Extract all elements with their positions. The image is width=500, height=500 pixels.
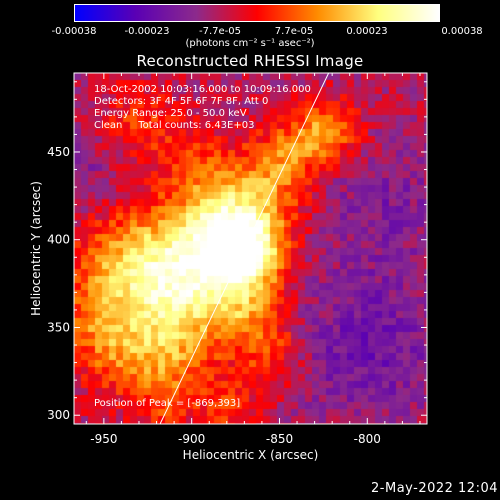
x-tick-label: -800 bbox=[354, 432, 381, 446]
info-clean-counts: Clean Total counts: 6.43E+03 bbox=[94, 120, 255, 131]
plot-area bbox=[74, 73, 427, 424]
x-axis-label: Heliocentric X (arcsec) bbox=[183, 448, 319, 462]
chart-title: Reconstructed RHESSI Image bbox=[136, 52, 364, 70]
colorbar-gradient bbox=[75, 5, 439, 21]
solar-limb-line bbox=[159, 72, 330, 425]
y-tick-label: 400 bbox=[47, 233, 70, 247]
colorbar-tick-label: -0.00023 bbox=[124, 26, 170, 37]
colorbar-tick-label: 7.7e-05 bbox=[274, 26, 314, 37]
colorbar-tick-label: -0.00038 bbox=[51, 26, 97, 37]
colorbar-tick-label: -7.7e-05 bbox=[199, 26, 241, 37]
x-tick-label: -950 bbox=[90, 432, 117, 446]
y-axis-label: Heliocentric Y (arcsec) bbox=[29, 181, 43, 316]
info-energy-range: Energy Range: 25.0 - 50.0 keV bbox=[94, 108, 247, 119]
heatmap-image bbox=[74, 73, 427, 424]
x-tick-label: -850 bbox=[266, 432, 293, 446]
y-tick-label: 450 bbox=[47, 145, 70, 159]
peak-position-label: Position of Peak = [-869,393] bbox=[94, 398, 241, 409]
x-tick-label: -900 bbox=[178, 432, 205, 446]
colorbar-tick-label: 0.00038 bbox=[441, 26, 483, 37]
y-tick-label: 300 bbox=[47, 408, 70, 422]
timestamp: 2-May-2022 12:04 bbox=[371, 481, 498, 496]
info-time-range: 18-Oct-2002 10:03:16.000 to 10:09:16.000 bbox=[94, 84, 311, 95]
colorbar-tick-label: 0.00023 bbox=[346, 26, 388, 37]
info-detectors: Detectors: 3F 4F 5F 6F 7F 8F, Att 0 bbox=[94, 96, 269, 107]
colorbar bbox=[74, 4, 440, 22]
plot-frame bbox=[73, 72, 428, 425]
colorbar-units: (photons cm⁻² s⁻¹ asec⁻²) bbox=[185, 38, 315, 49]
y-tick-label: 350 bbox=[47, 320, 70, 334]
